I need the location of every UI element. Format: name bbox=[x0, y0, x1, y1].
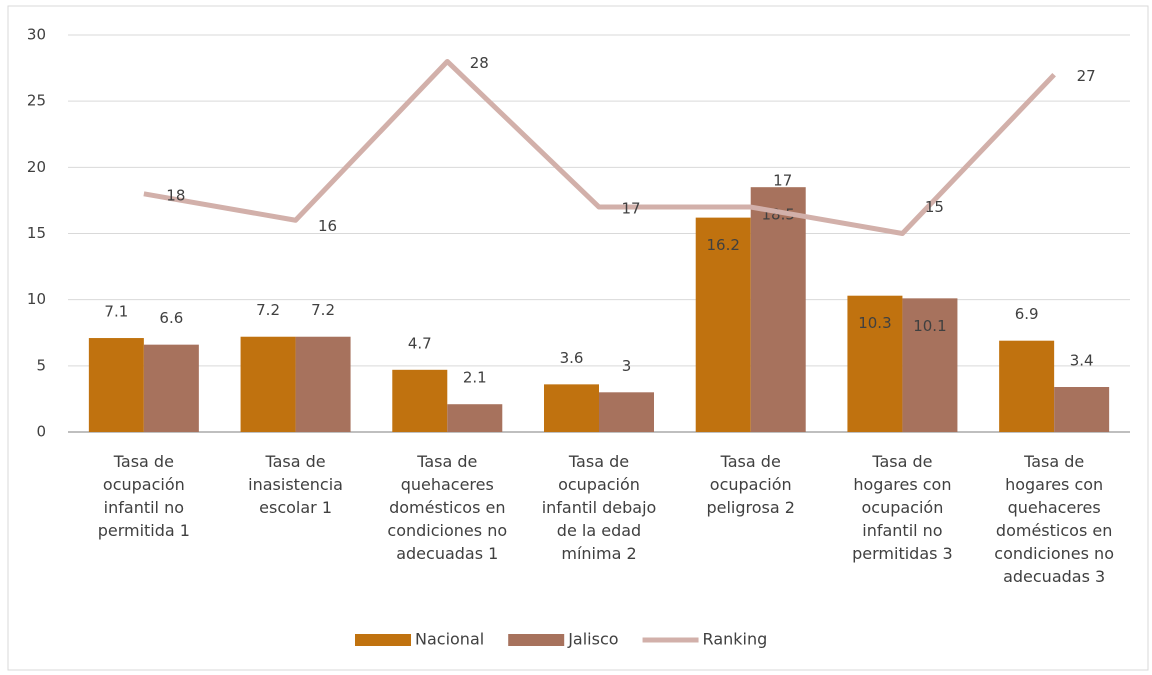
line-value-label: 18 bbox=[166, 186, 185, 204]
bar bbox=[847, 295, 903, 432]
bar-value-label: 16.2 bbox=[707, 236, 740, 254]
x-tick-line: de la edad bbox=[557, 521, 641, 540]
x-tick-line: Tasa de bbox=[113, 452, 174, 471]
y-tick-label: 10 bbox=[27, 290, 46, 308]
x-tick-line: permitidas 3 bbox=[852, 544, 953, 563]
x-tick-line: infantil debajo bbox=[542, 498, 657, 517]
x-tick-line: Tasa de bbox=[416, 452, 477, 471]
bar bbox=[695, 217, 751, 432]
bar-value-label: 10.3 bbox=[858, 314, 891, 332]
line-value-label: 27 bbox=[1077, 67, 1096, 85]
x-tick-line: escolar 1 bbox=[259, 498, 332, 517]
x-tick-line: ocupación bbox=[558, 475, 640, 494]
legend-swatch bbox=[355, 634, 411, 646]
legend-swatch bbox=[508, 634, 565, 646]
y-tick-label: 20 bbox=[27, 158, 46, 176]
bar bbox=[447, 404, 503, 432]
x-tick-line: adecuadas 3 bbox=[1003, 567, 1105, 586]
line-value-label: 15 bbox=[925, 198, 944, 216]
x-tick-line: ocupación bbox=[861, 498, 943, 517]
line bbox=[143, 58, 1056, 236]
bar bbox=[1054, 387, 1110, 432]
bar bbox=[295, 336, 351, 432]
bar-value-label: 3.4 bbox=[1070, 352, 1094, 370]
x-tick-line: quehaceres bbox=[401, 475, 494, 494]
bar bbox=[240, 336, 296, 432]
line-value-label: 16 bbox=[318, 217, 337, 235]
y-tick-label: 15 bbox=[27, 224, 46, 242]
bar bbox=[902, 298, 958, 432]
x-tick-line: hogares con bbox=[1005, 475, 1103, 494]
x-tick-line: condiciones no bbox=[994, 544, 1114, 563]
bar-value-label: 3.6 bbox=[560, 349, 584, 367]
x-tick-line: infantil no bbox=[862, 521, 942, 540]
bar-value-label: 10.1 bbox=[913, 317, 946, 335]
x-tick-line: Tasa de bbox=[871, 452, 932, 471]
bar-value-label: 2.1 bbox=[463, 369, 487, 387]
bar bbox=[143, 344, 199, 432]
x-tick-line: ocupación bbox=[710, 475, 792, 494]
x-tick-line: domésticos en bbox=[996, 521, 1112, 540]
x-tick-line: adecuadas 1 bbox=[396, 544, 498, 563]
y-tick-label: 25 bbox=[27, 92, 46, 110]
x-tick-label: Tasa de hogares con quehaceres domésticos e… bbox=[994, 452, 1114, 586]
x-tick-line: permitida 1 bbox=[98, 521, 190, 540]
bar bbox=[999, 340, 1055, 432]
y-tick-label: 30 bbox=[27, 26, 46, 44]
x-tick-line: infantil no bbox=[104, 498, 184, 517]
x-tick-label: Tasa de quehaceres domésticos en condicione… bbox=[387, 452, 507, 563]
legend-label: Jalisco bbox=[567, 630, 618, 649]
x-tick-line: hogares con bbox=[853, 475, 951, 494]
line-value-label: 17 bbox=[773, 172, 792, 190]
bar bbox=[750, 187, 806, 432]
x-tick-line: ocupación bbox=[103, 475, 185, 494]
line-value-label: 17 bbox=[621, 200, 640, 218]
bar bbox=[88, 338, 144, 432]
bar-value-label: 3 bbox=[622, 357, 632, 375]
bar-value-label: 7.2 bbox=[256, 301, 280, 319]
y-tick-label: 5 bbox=[36, 356, 46, 374]
x-tick-label: Tasa de ocupación peligrosa 2 bbox=[706, 452, 794, 517]
x-tick-line: Tasa de bbox=[264, 452, 325, 471]
bar bbox=[599, 392, 654, 432]
x-tick-line: Tasa de bbox=[720, 452, 781, 471]
line-value-label: 28 bbox=[470, 54, 489, 72]
chart-border bbox=[7, 5, 1149, 671]
legend-label: Nacional bbox=[415, 630, 484, 649]
x-tick-label: Tasa de hogares con ocupación infantil no pe… bbox=[852, 452, 953, 563]
bar-value-label: 7.2 bbox=[311, 301, 335, 319]
x-tick-line: inasistencia bbox=[248, 475, 343, 494]
x-tick-line: condiciones no bbox=[387, 521, 507, 540]
legend-label: Ranking bbox=[703, 630, 768, 649]
x-tick-line: Tasa de bbox=[568, 452, 629, 471]
x-tick-line: domésticos en bbox=[389, 498, 505, 517]
x-tick-label: Tasa de ocupación infantil no permitida 1 bbox=[98, 452, 190, 540]
bar-value-label: 7.1 bbox=[104, 303, 128, 321]
x-tick-line: mínima 2 bbox=[561, 544, 636, 563]
bar bbox=[392, 369, 448, 432]
bar-value-label: 4.7 bbox=[408, 334, 432, 352]
bar-value-label: 6.9 bbox=[1015, 305, 1039, 323]
y-tick-label: 0 bbox=[36, 423, 46, 441]
x-tick-label: Tasa de inasistencia escolar 1 bbox=[248, 452, 343, 517]
x-tick-line: peligrosa 2 bbox=[706, 498, 794, 517]
bar-value-label: 6.6 bbox=[159, 309, 183, 327]
x-tick-label: Tasa de ocupación infantil debajo de la eda… bbox=[542, 452, 657, 563]
bar bbox=[544, 384, 599, 432]
x-tick-line: Tasa de bbox=[1023, 452, 1084, 471]
x-tick-line: quehaceres bbox=[1008, 498, 1101, 517]
